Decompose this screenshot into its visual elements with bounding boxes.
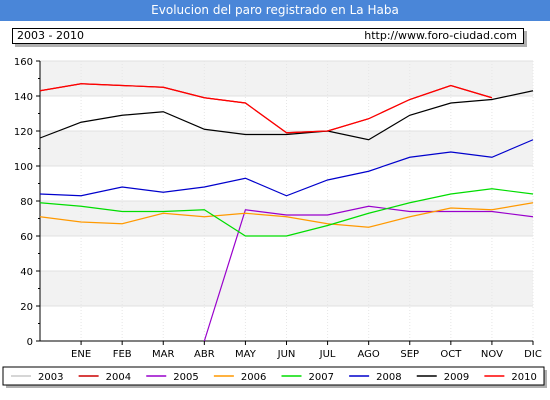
- x-tick-label: OCT: [440, 349, 462, 360]
- y-tick-label: 20: [20, 302, 33, 313]
- legend-label-2003: 2003: [38, 372, 63, 383]
- plot-band: [40, 61, 533, 96]
- series-line-2008: [39, 139, 534, 197]
- y-tick-label: 60: [20, 232, 33, 243]
- x-tick-label: ENE: [71, 349, 91, 360]
- y-tick-label: 80: [20, 197, 33, 208]
- legend: 2003 2004 2005 2006 2007 2008 2009 2010: [2, 366, 547, 388]
- x-tick-label: NOV: [481, 349, 503, 360]
- y-tick-label: 0: [27, 337, 33, 348]
- legend-label-2008: 2008: [376, 372, 401, 383]
- legend-label-2009: 2009: [444, 372, 469, 383]
- x-tick-label: AGO: [358, 349, 380, 360]
- x-tick-labels: ENE FEB MAR ABR MAY JUN JUL AGO SEP OCT NOV DIC: [71, 349, 542, 360]
- plot-band: [40, 306, 533, 341]
- x-tick-label: FEB: [113, 349, 132, 360]
- plot-band: [40, 271, 533, 306]
- y-tick-label: 160: [14, 57, 33, 68]
- series-lines: [39, 83, 534, 342]
- series-line-2005: [203, 205, 534, 342]
- plot-band: [40, 96, 533, 131]
- legend-box: [2, 366, 545, 386]
- source-url[interactable]: http://www.foro-ciudad.com: [364, 29, 517, 42]
- legend-label-2005: 2005: [173, 372, 198, 383]
- y-tick-label: 100: [14, 162, 33, 173]
- x-tick-label: DIC: [524, 349, 542, 360]
- x-tick-label: JUL: [319, 349, 336, 360]
- y-tick-label: 140: [14, 92, 33, 103]
- legend-label-2004: 2004: [106, 372, 131, 383]
- legend-label-2007: 2007: [309, 372, 334, 383]
- x-tick-label: MAY: [235, 349, 257, 360]
- year-range: 2003 - 2010: [17, 29, 84, 42]
- y-tick-label: 40: [20, 267, 33, 278]
- x-tick-label: MAR: [152, 349, 174, 360]
- axes: [36, 60, 534, 345]
- series-line-2010: [39, 83, 493, 134]
- legend-label-2006: 2006: [241, 372, 266, 383]
- series-line-2007: [39, 188, 534, 237]
- x-tick-label: JUN: [277, 349, 296, 360]
- plot-band: [40, 201, 533, 236]
- series-line-2009: [39, 90, 534, 141]
- y-tick-labels: 0 20 40 60 80 100 120 140 160: [14, 57, 33, 348]
- x-tick-label: SEP: [400, 349, 419, 360]
- series-line-2006: [39, 202, 534, 228]
- legend-label-2010: 2010: [511, 372, 536, 383]
- x-tick-label: ABR: [194, 349, 215, 360]
- y-tick-label: 120: [14, 127, 33, 138]
- chart-title: Evolucion del paro registrado en La Haba: [0, 0, 550, 21]
- info-bar: 2003 - 2010 http://www.foro-ciudad.com: [12, 28, 524, 44]
